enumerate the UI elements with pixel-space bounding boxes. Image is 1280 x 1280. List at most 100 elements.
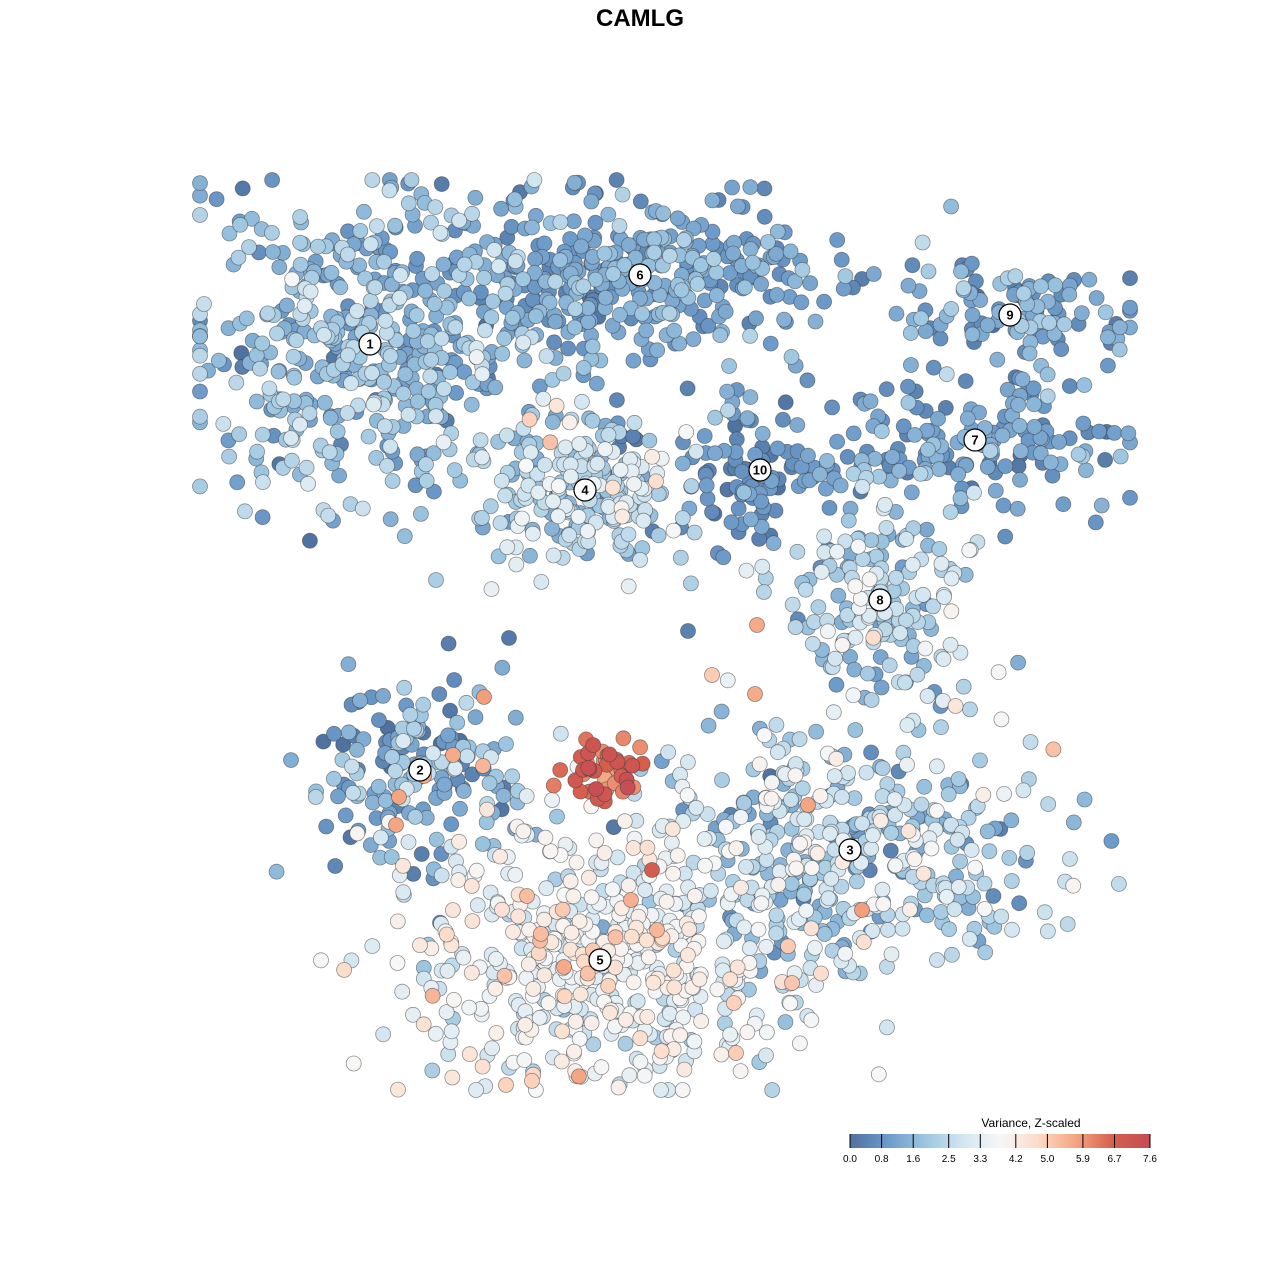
cell-point [556, 988, 573, 1005]
cell-point [228, 374, 245, 391]
cell-point [588, 832, 605, 849]
cell-point [938, 366, 955, 383]
cell-point [708, 264, 725, 281]
cell-point [516, 352, 533, 369]
cell-point [332, 279, 349, 296]
cell-point [609, 392, 625, 409]
cell-point [545, 547, 562, 564]
cell-point [413, 846, 430, 862]
cell-point [1073, 305, 1090, 322]
cell-point [912, 465, 929, 482]
cell-point [461, 1046, 478, 1063]
cell-point [620, 578, 637, 595]
cell-point [698, 477, 715, 494]
cell-point [977, 944, 994, 961]
cell-point [824, 399, 840, 416]
cell-point [950, 466, 967, 483]
cell-point [950, 771, 967, 787]
cell-point [387, 763, 404, 779]
cell-point [484, 1040, 500, 1057]
cell-point [298, 459, 315, 476]
cell-point [323, 264, 340, 281]
cell-point [751, 756, 768, 773]
cell-point [972, 752, 988, 769]
cell-point [568, 854, 585, 871]
cell-point [747, 686, 763, 702]
cell-point [902, 325, 919, 342]
cell-point [422, 214, 439, 231]
cell-point [309, 238, 326, 255]
legend-ticks: 0.0 0.8 1.6 2.5 3.3 4.2 5.0 5.9 6.7 7.6 [843, 1134, 1157, 1165]
cell-point [640, 949, 657, 966]
cell-point [565, 213, 582, 230]
cell-point [798, 902, 815, 919]
cell-point [829, 232, 846, 248]
cell-point [729, 959, 746, 976]
cell-point [993, 711, 1010, 728]
cell-point [498, 427, 515, 444]
cell-point [232, 216, 249, 233]
cell-point [208, 191, 225, 208]
cell-point [428, 572, 444, 588]
cell-point [394, 983, 411, 1000]
cell-point [496, 330, 513, 347]
cell-point [674, 1082, 691, 1098]
cell-point [444, 902, 461, 918]
cell-point [739, 1024, 756, 1041]
cluster-label: 4 [573, 478, 597, 502]
cell-point [819, 452, 835, 469]
cell-point [439, 963, 456, 979]
cell-point [616, 257, 633, 274]
cell-point [1026, 396, 1042, 413]
cluster-label: 6 [628, 263, 652, 287]
cell-point [340, 656, 357, 673]
cell-point [269, 325, 285, 342]
cell-point [804, 860, 820, 876]
cell-point [196, 296, 212, 312]
cell-point [769, 223, 786, 240]
cell-point [375, 1026, 392, 1043]
cell-point [947, 698, 964, 714]
cell-point [733, 809, 749, 825]
cell-point [715, 549, 732, 566]
cell-point [302, 283, 319, 300]
cell-point [673, 282, 690, 299]
cell-point [552, 214, 569, 231]
cell-point [863, 744, 879, 761]
cell-point [562, 873, 579, 890]
cell-point [602, 1004, 618, 1021]
cell-point [1001, 850, 1018, 866]
cell-point [792, 835, 808, 852]
cell-point [738, 562, 755, 579]
cell-point [789, 417, 806, 433]
cell-point [544, 414, 561, 431]
cell-point [669, 210, 686, 227]
cell-point [231, 426, 248, 443]
cell-point [913, 310, 929, 327]
cell-point [459, 748, 475, 765]
cell-point [1097, 304, 1114, 321]
cell-point [254, 474, 271, 491]
cell-point [806, 614, 822, 630]
cell-point [932, 330, 949, 347]
cell-point [942, 636, 959, 653]
cell-point [943, 570, 960, 587]
cell-point [1041, 314, 1058, 331]
cell-point [497, 285, 514, 302]
cell-point [1004, 921, 1020, 938]
cell-point [708, 287, 725, 304]
cell-point [340, 724, 357, 741]
cell-point [604, 881, 621, 898]
cell-point [796, 886, 812, 903]
cell-point [1010, 458, 1027, 475]
cell-point [688, 443, 705, 460]
cell-point [713, 1046, 730, 1063]
cell-point [384, 749, 401, 765]
cell-point [608, 172, 625, 188]
cell-point [617, 1035, 634, 1052]
cell-point [418, 472, 435, 489]
cell-point [510, 908, 527, 925]
cell-point [597, 441, 613, 458]
cell-point [409, 446, 426, 463]
cell-point [943, 300, 960, 317]
